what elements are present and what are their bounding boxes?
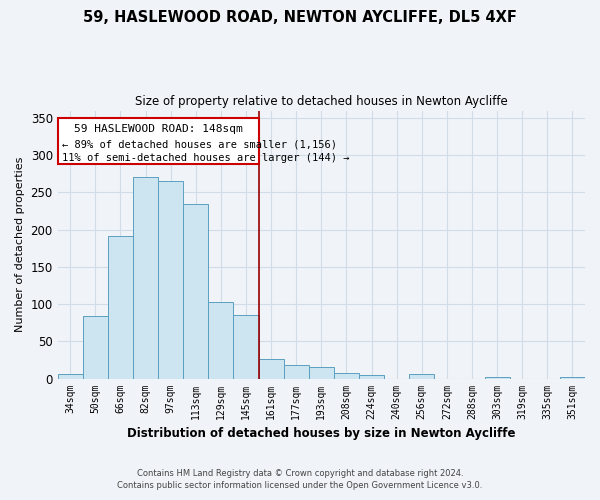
Text: Contains HM Land Registry data © Crown copyright and database right 2024.: Contains HM Land Registry data © Crown c… [137,468,463,477]
Bar [334,374,359,378]
Bar [233,316,259,378]
Text: 59, HASLEWOOD ROAD, NEWTON AYCLIFFE, DL5 4XF: 59, HASLEWOOD ROAD, NEWTON AYCLIFFE, DL5… [83,10,517,25]
Bar [284,365,309,378]
Bar [560,377,585,378]
Text: Contains public sector information licensed under the Open Government Licence v3: Contains public sector information licen… [118,481,482,490]
Bar [158,182,183,378]
Bar [183,204,208,378]
Title: Size of property relative to detached houses in Newton Aycliffe: Size of property relative to detached ho… [135,95,508,108]
Bar [208,302,233,378]
Y-axis label: Number of detached properties: Number of detached properties [15,157,25,332]
Bar [309,368,334,378]
Bar [485,377,509,378]
Bar [259,359,284,378]
Text: ← 89% of detached houses are smaller (1,156): ← 89% of detached houses are smaller (1,… [62,140,337,149]
Text: 59 HASLEWOOD ROAD: 148sqm: 59 HASLEWOOD ROAD: 148sqm [74,124,242,134]
Bar [108,236,133,378]
Bar [409,374,434,378]
Bar [83,316,108,378]
Bar [133,177,158,378]
Bar [58,374,83,378]
Bar [359,375,384,378]
X-axis label: Distribution of detached houses by size in Newton Aycliffe: Distribution of detached houses by size … [127,427,515,440]
Text: 11% of semi-detached houses are larger (144) →: 11% of semi-detached houses are larger (… [62,153,350,163]
